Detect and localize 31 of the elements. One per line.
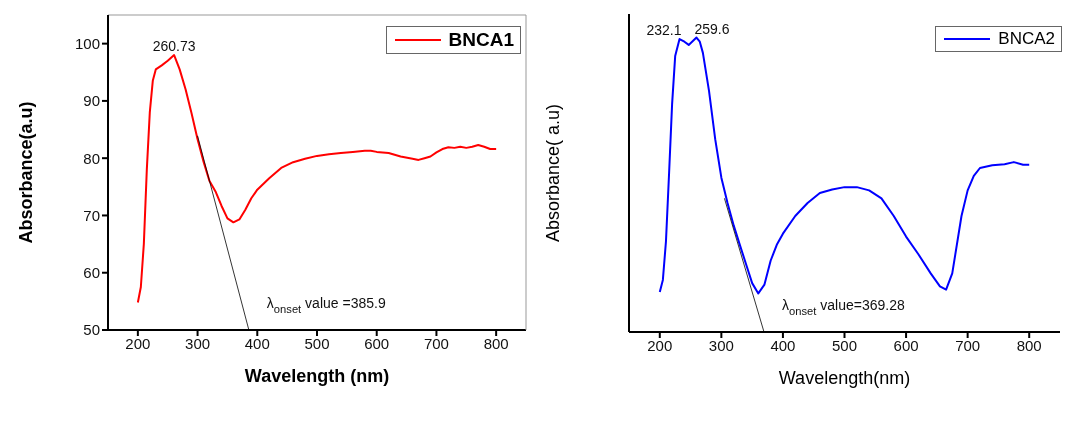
y-tick-label: 80 [83,149,100,167]
annotation: 259.6 [694,20,730,37]
y-tick-label: 90 [83,92,100,110]
x-tick-label: 400 [770,336,796,354]
annotation: 232.1 [646,22,682,39]
x-tick-label: 700 [423,334,449,352]
y-axis-title: Absorbance(a.u) [16,101,37,244]
x-tick-label: 800 [1016,336,1042,354]
x-axis-title: Wavelength (nm) [244,366,390,386]
x-tick-label: 800 [483,334,509,352]
legend-label: BNCA2 [998,29,1055,49]
x-tick-label: 600 [893,336,919,354]
x-tick-label: 700 [955,336,981,354]
x-tick-label: 400 [244,334,270,352]
y-tick-label: 50 [83,321,100,339]
x-tick-label: 200 [125,334,151,352]
x-tick-label: 200 [647,336,673,354]
annotation: λ$_{onset}$ value=369.28 [782,297,905,317]
x-tick-label: 300 [708,336,734,354]
legend-label: BNCA1 [448,29,514,51]
y-tick-label: 100 [74,34,100,52]
y-tick-label: 60 [83,264,100,282]
x-tick-label: 300 [185,334,211,352]
annotation: 260.73 [152,38,196,55]
annotation: λ$_{onset}$ value =385.9 [266,295,386,315]
y-tick-label: 70 [83,206,100,224]
y-axis-title: Absorbance( a.u) [543,103,564,243]
x-tick-label: 600 [364,334,390,352]
x-axis-title: Wavelength(nm) [778,368,911,388]
x-tick-label: 500 [304,334,330,352]
x-tick-label: 500 [831,336,858,354]
